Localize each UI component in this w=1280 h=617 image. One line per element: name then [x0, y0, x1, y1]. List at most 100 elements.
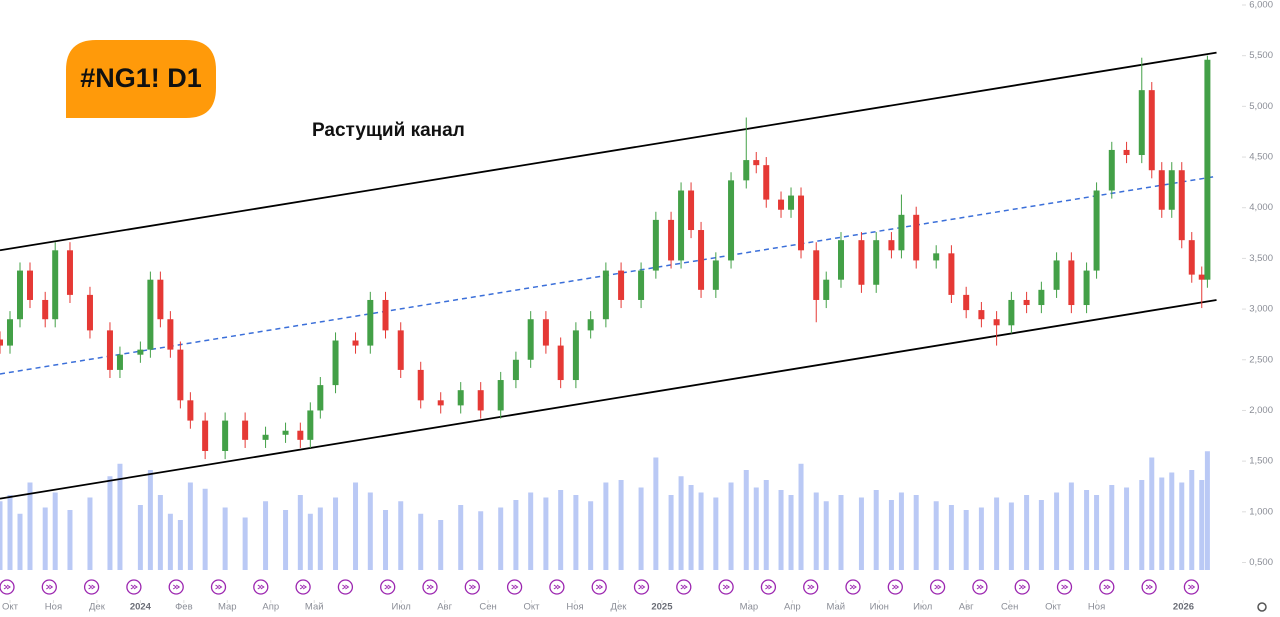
candle-body: [16, 270, 23, 320]
volume-bar: [778, 490, 784, 570]
volume-bar: [297, 495, 303, 570]
candle-body: [948, 253, 955, 295]
volume-bar: [177, 520, 183, 570]
candle-body: [678, 190, 685, 261]
volume-bar: [498, 507, 504, 570]
x-tick-label: Авг: [959, 602, 974, 613]
event-arrow: [384, 584, 392, 590]
candle-body: [202, 420, 209, 451]
y-tick-label: 1,500: [1249, 456, 1273, 467]
volume-bar: [763, 480, 769, 570]
volume-bar: [7, 495, 13, 570]
event-arrow: [3, 584, 11, 590]
candle-body: [838, 240, 845, 280]
candle-body: [367, 299, 374, 346]
volume-bar: [137, 505, 143, 570]
volume-bar: [1094, 495, 1100, 570]
x-tick-label: Июл: [392, 602, 411, 613]
event-arrow: [257, 584, 265, 590]
candle-body: [1053, 260, 1060, 290]
symbol-badge: [66, 40, 216, 118]
volume-bar: [242, 517, 248, 570]
channel-lower: [0, 299, 1217, 500]
volume-bar: [823, 501, 829, 570]
volume-bar: [618, 480, 624, 570]
x-tick-label: Ноя: [1088, 602, 1105, 613]
event-arrow: [130, 584, 138, 590]
event-arrow: [553, 584, 561, 590]
event-arrow: [511, 584, 519, 590]
candle-body: [1204, 59, 1211, 280]
volume-bar: [1054, 492, 1060, 570]
event-arrow: [807, 584, 815, 590]
volume-bar: [948, 505, 954, 570]
volume-bar: [528, 492, 534, 570]
volume-bar: [1139, 480, 1145, 570]
volume-bar: [1204, 451, 1210, 570]
event-arrow: [934, 584, 942, 590]
volume-bar: [713, 497, 719, 570]
volume-bar: [87, 497, 93, 570]
candle-body: [1158, 170, 1165, 210]
candle-body: [1178, 170, 1185, 241]
candle-body: [652, 219, 659, 271]
x-tick-label: Мар: [218, 602, 237, 613]
candle-body: [52, 250, 59, 320]
candle-body: [873, 240, 880, 285]
volume-bar: [698, 492, 704, 570]
candle-body: [497, 380, 504, 411]
y-tick-label: 2,000: [1249, 405, 1273, 416]
settings-icon[interactable]: [1257, 602, 1267, 612]
volume-bar: [1024, 495, 1030, 570]
y-tick-label: 3,500: [1249, 253, 1273, 264]
volume-bar: [147, 470, 153, 570]
candle-body: [512, 359, 519, 381]
volume-bar: [543, 497, 549, 570]
event-arrow: [1061, 584, 1069, 590]
volume-bar: [688, 485, 694, 570]
candle-body: [993, 319, 1000, 326]
y-tick-label: 4,000: [1249, 202, 1273, 213]
candle-body: [933, 253, 940, 261]
candle-body: [177, 349, 184, 401]
candle-body: [332, 340, 339, 386]
volume-bar: [317, 507, 323, 570]
volume-bar: [798, 463, 804, 570]
y-tick-label: 0,500: [1249, 557, 1273, 568]
candle-body: [42, 299, 49, 320]
candle-body: [1008, 299, 1015, 326]
volume-bar: [678, 476, 684, 570]
volume-bar: [1199, 480, 1205, 570]
symbol-label: #NG1! D1: [80, 63, 202, 93]
volume-bar: [1189, 470, 1195, 570]
x-tick-label: Сен: [479, 602, 496, 613]
candle-body: [397, 330, 404, 370]
y-tick-label: 2,500: [1249, 354, 1273, 365]
volume-bar: [478, 511, 484, 570]
volume-bar: [743, 470, 749, 570]
candle-body: [1188, 240, 1195, 275]
y-tick-label: 5,000: [1249, 101, 1273, 112]
event-arrow: [1188, 584, 1196, 590]
x-tick-label: Июл: [913, 602, 932, 613]
candle-body: [262, 434, 269, 440]
candle-body: [222, 420, 229, 451]
candle-body: [798, 195, 805, 251]
candle-body: [778, 199, 785, 210]
event-arrow: [595, 584, 604, 590]
x-tick-label: Ноя: [45, 602, 62, 613]
event-arrow: [342, 584, 350, 590]
volume-bar: [383, 510, 389, 570]
candle-body: [823, 279, 830, 300]
x-tick-label: Дек: [611, 602, 628, 613]
volume-bar: [1149, 457, 1155, 570]
candle-body: [712, 260, 719, 290]
volume-bar: [1008, 502, 1014, 570]
volume-bar: [167, 513, 173, 570]
y-tick-label: 3,000: [1249, 304, 1273, 315]
y-tick-label: 5,500: [1249, 50, 1273, 61]
volume-bar: [0, 501, 3, 570]
candle-body: [557, 345, 564, 381]
candle-body: [282, 430, 289, 435]
